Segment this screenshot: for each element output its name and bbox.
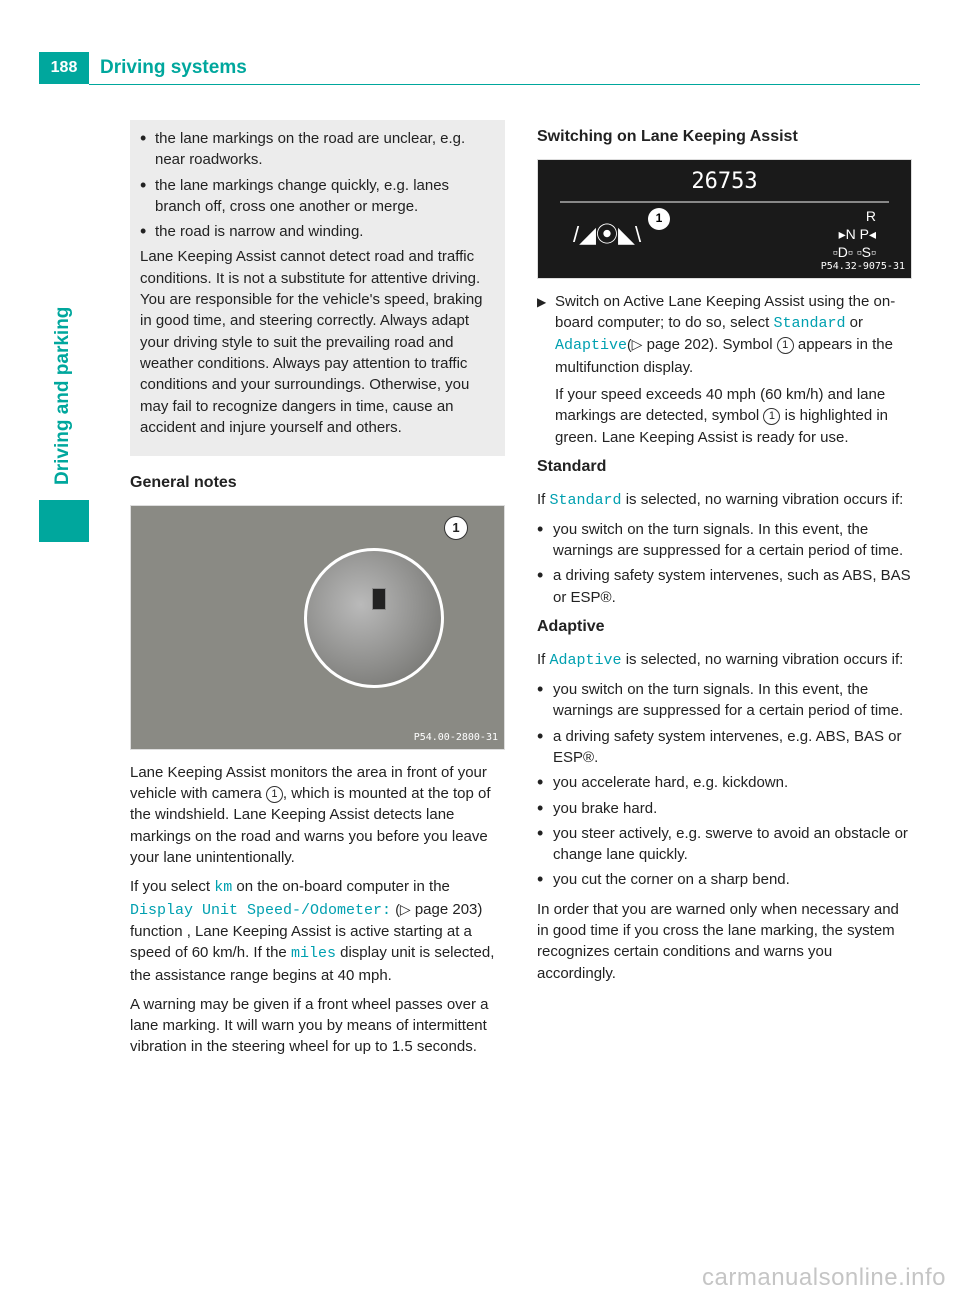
list-item: you switch on the turn signals. In this … [537, 679, 912, 722]
camera-sensor-icon [372, 588, 386, 610]
page-ref: (▷ [395, 901, 410, 917]
marker-ref-1: 1 [266, 786, 283, 803]
text: on the on-board computer in the [232, 878, 450, 895]
switching-on-heading: Switching on Lane Keeping Assist [537, 126, 912, 149]
instruction-step: Switch on Active Lane Keeping Assist usi… [537, 291, 912, 448]
page-header: 188 Driving systems [0, 52, 960, 84]
code-miles: miles [291, 945, 336, 962]
code-adaptive: Adaptive [550, 652, 622, 669]
adaptive-intro: If Adaptive is selected, no warning vibr… [537, 649, 912, 671]
code-standard: Standard [550, 492, 622, 509]
adaptive-bullets: you switch on the turn signals. In this … [537, 679, 912, 891]
page-number: 188 [39, 52, 89, 84]
list-item: you brake hard. [537, 798, 912, 819]
gear-r: R [833, 207, 876, 225]
body-paragraph: A warning may be given if a front wheel … [130, 994, 505, 1058]
instruction-sub-paragraph: If your speed exceeds 40 mph (60 km/h) a… [555, 384, 912, 448]
adaptive-heading: Adaptive [537, 616, 912, 639]
list-item: you switch on the turn signals. In this … [537, 519, 912, 562]
display-marker-1: 1 [648, 208, 670, 230]
camera-figure: 1 P54.00-2800-31 [130, 505, 505, 750]
warning-bullets: the lane markings on the road are unclea… [140, 128, 495, 242]
code-adaptive: Adaptive [555, 337, 627, 354]
text: a driving safety system intervenes, such… [553, 567, 911, 605]
list-item: you accelerate hard, e.g. kickdown. [537, 772, 912, 793]
warning-bullet: the road is narrow and winding. [140, 221, 495, 242]
body-paragraph: If you select km on the on-board compute… [130, 876, 505, 985]
warning-bullet: the lane markings on the road are unclea… [140, 128, 495, 171]
warning-paragraph: Lane Keeping Assist cannot detect road a… [140, 246, 495, 438]
list-item: you steer actively, e.g. swerve to avoid… [537, 823, 912, 866]
warning-bullet: the lane markings change quickly, e.g. l… [140, 175, 495, 218]
display-row: /◢⦿◣\ R ▸N P◂ ▫D▫ ▫S▫ [538, 203, 911, 262]
marker-ref-1: 1 [763, 408, 780, 425]
figure-label: P54.32-9075-31 [821, 260, 905, 274]
right-column: Switching on Lane Keeping Assist 26753 /… [537, 120, 912, 1066]
left-column: the lane markings on the road are unclea… [130, 120, 505, 1066]
gear-np: ▸N P◂ [833, 225, 876, 243]
text: If [537, 651, 550, 668]
odometer-value: 26753 [538, 160, 911, 197]
display-figure: 26753 /◢⦿◣\ R ▸N P◂ ▫D▫ ▫S▫ 1 P54.32-907… [537, 159, 912, 279]
general-notes-heading: General notes [130, 472, 505, 495]
figure-label: P54.00-2800-31 [414, 731, 498, 745]
code-km: km [214, 879, 232, 896]
code-display-unit: Display Unit Speed-/Odometer: [130, 902, 391, 919]
list-item: you cut the corner on a sharp bend. [537, 869, 912, 890]
text: or [845, 314, 863, 331]
section-tab: Driving and parking [52, 307, 74, 485]
closing-paragraph: In order that you are warned only when n… [537, 899, 912, 984]
text: page 202). Symbol [642, 336, 776, 353]
camera-zoom-circle [304, 548, 444, 688]
header-rule [89, 84, 920, 85]
text: is selected, no warning vibration occurs… [622, 651, 904, 668]
list-item: a driving safety system intervenes, such… [537, 565, 912, 608]
lane-assist-icon: /◢⦿◣\ [573, 219, 641, 250]
standard-bullets: you switch on the turn signals. In this … [537, 519, 912, 608]
text: If you select [130, 878, 214, 895]
gear-indicator: R ▸N P◂ ▫D▫ ▫S▫ [833, 207, 876, 262]
page-title: Driving systems [100, 57, 247, 79]
section-tab-block [39, 500, 89, 542]
standard-heading: Standard [537, 456, 912, 479]
page-ref: (▷ [627, 336, 642, 352]
list-item: a driving safety system intervenes, e.g.… [537, 726, 912, 769]
body-paragraph: Lane Keeping Assist monitors the area in… [130, 762, 505, 868]
marker-ref-1: 1 [777, 337, 794, 354]
warning-box: the lane markings on the road are unclea… [130, 120, 505, 456]
content-area: the lane markings on the road are unclea… [130, 120, 912, 1066]
standard-intro: If Standard is selected, no warning vibr… [537, 489, 912, 511]
camera-marker-1: 1 [444, 516, 468, 540]
code-standard: Standard [773, 315, 845, 332]
text: is selected, no warning vibration occurs… [622, 491, 904, 508]
text: If [537, 491, 550, 508]
watermark: carmanualsonline.info [702, 1264, 946, 1292]
